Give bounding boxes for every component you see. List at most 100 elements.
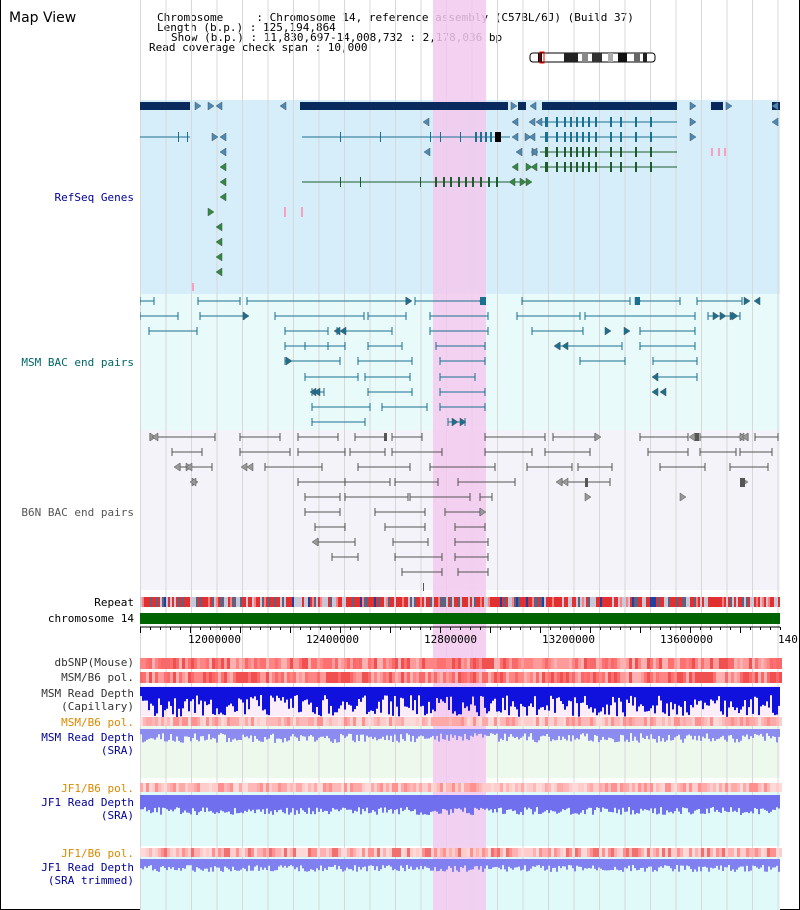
depth-bar <box>422 687 424 706</box>
heatmap-cell <box>713 717 716 726</box>
heatmap-cell <box>302 848 305 857</box>
heatmap-cell <box>284 717 287 726</box>
repeat-element <box>458 597 460 607</box>
heatmap-cell <box>446 783 449 792</box>
depth-bar <box>632 795 634 811</box>
depth-bar <box>258 859 260 871</box>
depth-bar <box>264 729 266 738</box>
depth-bar <box>618 729 620 742</box>
heatmap-cell <box>221 783 224 792</box>
heatmap-cell <box>641 672 644 683</box>
heatmap-cell <box>593 672 596 683</box>
heatmap-cell <box>512 672 515 683</box>
heatmap-cell <box>209 672 212 683</box>
depth-bar <box>242 687 244 703</box>
heatmap-cell <box>632 672 635 683</box>
depth-bar <box>150 729 152 739</box>
depth-bar <box>194 795 196 812</box>
heatmap-cell <box>767 672 770 683</box>
heatmap-cell <box>323 783 326 792</box>
repeat-element <box>370 597 372 607</box>
gene-exon <box>620 132 622 142</box>
repeat-element <box>588 597 590 607</box>
depth-bar <box>200 687 202 701</box>
depth-bar <box>248 795 250 810</box>
heatmap-cell <box>311 783 314 792</box>
depth-bar <box>312 687 314 713</box>
bac-end-arrow <box>584 492 592 502</box>
depth-bar <box>196 687 198 696</box>
depth-bar <box>492 729 494 734</box>
heatmap-cell <box>503 717 506 726</box>
depth-bar <box>194 729 196 734</box>
heatmap-cell <box>335 717 338 726</box>
repeat-element <box>204 597 206 607</box>
depth-bar <box>320 795 322 809</box>
depth-bar <box>686 729 688 736</box>
heatmap-cell <box>167 672 170 683</box>
repeat-element <box>546 597 548 607</box>
bac-end-arrow <box>741 432 749 442</box>
depth-bar <box>366 687 368 715</box>
heatmap-cell <box>722 672 725 683</box>
depth-bar <box>732 729 734 739</box>
depth-bar <box>176 687 178 717</box>
heatmap-cell <box>230 848 233 857</box>
depth-bar <box>376 859 378 867</box>
repeat-element <box>572 597 574 607</box>
depth-bar <box>540 795 542 814</box>
depth-bar <box>634 729 636 737</box>
heatmap-cell <box>557 848 560 857</box>
heatmap-cell <box>614 848 617 857</box>
heatmap-cell <box>458 783 461 792</box>
gene-exon <box>576 147 578 157</box>
label-refseq-genes[interactable]: RefSeq Genes <box>54 191 134 204</box>
heatmap-cell <box>611 848 614 857</box>
depth-bar <box>246 729 248 737</box>
depth-bar <box>184 729 186 737</box>
depth-bar <box>544 687 546 711</box>
chromosome-ideogram[interactable] <box>529 51 656 64</box>
heatmap-cell <box>428 717 431 726</box>
repeat-element <box>330 597 332 607</box>
repeat-element <box>328 597 330 607</box>
heatmap-cell <box>221 717 224 726</box>
repeat-element <box>426 597 428 607</box>
depth-bar <box>152 687 154 706</box>
label-b6n-bac[interactable]: B6N BAC end pairs <box>21 506 134 519</box>
depth-bar <box>596 795 598 808</box>
depth-bar <box>304 729 306 737</box>
repeat-element <box>284 597 286 607</box>
depth-bar <box>648 795 650 811</box>
depth-bar <box>674 729 676 738</box>
depth-bar <box>778 729 780 737</box>
repeat-element <box>548 597 550 607</box>
label-msm-bac[interactable]: MSM BAC end pairs <box>21 356 134 369</box>
depth-bar <box>176 795 178 808</box>
depth-bar <box>754 859 756 867</box>
heatmap-cell <box>371 672 374 683</box>
heatmap-cell <box>164 658 167 669</box>
heatmap-cell <box>536 658 539 669</box>
heatmap-cell <box>533 717 536 726</box>
heatmap-cell <box>455 848 458 857</box>
depth-bar <box>268 729 270 739</box>
depth-bar <box>772 795 774 810</box>
genome-map-canvas[interactable] <box>140 0 800 910</box>
heatmap-cell <box>668 848 671 857</box>
depth-bar <box>654 687 656 714</box>
depth-bar <box>426 859 428 868</box>
depth-bar <box>748 859 750 872</box>
heatmap-cell <box>512 717 515 726</box>
depth-bar <box>706 795 708 809</box>
gene-exon <box>650 117 652 127</box>
depth-bar <box>674 859 676 870</box>
heatmap-cell <box>140 783 143 792</box>
depth-bar <box>688 859 690 867</box>
heatmap-cell <box>755 783 758 792</box>
depth-bar <box>178 687 180 709</box>
depth-bar <box>446 729 448 736</box>
depth-bar <box>772 687 774 713</box>
repeat-element <box>272 597 274 607</box>
depth-bar <box>242 859 244 868</box>
